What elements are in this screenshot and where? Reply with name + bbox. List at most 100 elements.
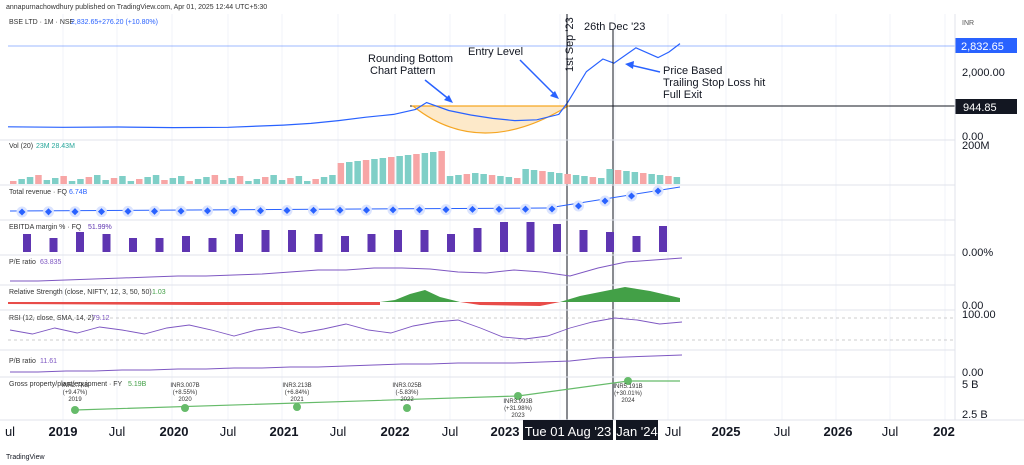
rsi-line — [9, 317, 683, 340]
revenue-point — [362, 206, 371, 214]
price-axis-label-2000: 2,000.00 — [962, 67, 1005, 79]
x-axis-label: Jul — [220, 424, 237, 439]
chart-pattern-label: Chart Pattern — [370, 65, 435, 77]
ebitda-bar — [632, 236, 641, 252]
gpe-line — [74, 380, 680, 411]
volume-bar — [673, 177, 681, 184]
revenue-point — [44, 208, 53, 216]
ebitda-bar — [288, 230, 296, 252]
annotation-arrows — [424, 59, 661, 101]
x-axis: ul 2019 Jul 2020 Jul 2021 Jul 2022 Jul 2023 Tue 01… — [5, 420, 955, 440]
gpe-point-change: (+6.84%) — [285, 390, 310, 396]
ebitda-bar — [447, 234, 455, 252]
volume-bar — [94, 175, 101, 184]
volume-bar — [312, 179, 319, 184]
revenue-point — [601, 197, 609, 205]
gpe-point-change: (+30.01%) — [614, 391, 642, 397]
volume-bar — [472, 173, 479, 184]
x-axis-label: Jan '24 — [616, 424, 658, 439]
revenue-point — [18, 208, 26, 216]
ebitda-bar — [420, 230, 429, 252]
change-readout: +276.20 (+10.80%) — [98, 19, 158, 26]
volume-bar — [329, 175, 336, 184]
volume-bar — [320, 177, 328, 184]
revenue-point — [230, 207, 238, 215]
volume-bar — [220, 180, 227, 184]
x-axis-label: 2023 — [491, 424, 520, 439]
x-axis-label: Jul — [665, 424, 682, 439]
volume-bar — [60, 176, 67, 184]
rounding-bottom-shape[interactable] — [411, 105, 571, 134]
volume-bar — [354, 161, 361, 184]
gpe-point-value: INR3.007B — [170, 383, 199, 389]
gpe-point-value: INR3.025B — [392, 383, 421, 389]
rs-area — [8, 287, 680, 306]
volume-readout: 23M 28.43M — [36, 143, 75, 150]
volume-bar — [404, 155, 412, 184]
price-readout: 2,832.65 — [71, 19, 98, 26]
entry-level-label: Entry Level — [468, 46, 523, 58]
revenue-point — [574, 202, 583, 210]
volume-bar — [194, 179, 202, 184]
date-label-dec-23: 26th Dec '23 — [584, 21, 645, 33]
rs-axis-label: 0.00 — [962, 300, 983, 312]
volume-bar — [556, 173, 563, 184]
gpe-point-year: 2020 — [178, 397, 192, 403]
gpe-value: 5.19B — [128, 381, 147, 388]
revenue-value: 6.74B — [69, 189, 88, 196]
volume-bar — [581, 176, 588, 184]
arrow-pattern — [424, 79, 451, 101]
ebitda-bar — [606, 232, 614, 252]
symbol-title[interactable]: BSE LTD · 1M · NSE — [9, 19, 75, 26]
x-axis-label: Jul — [774, 424, 791, 439]
pe-value: 63.835 — [40, 259, 62, 266]
volume-bar — [505, 177, 513, 184]
rsi-axis-label: 100.00 — [962, 309, 996, 321]
volume-bar — [446, 176, 454, 184]
rounding-bottom-label: Rounding Bottom — [368, 53, 453, 65]
gpe-point — [624, 377, 632, 385]
ebitda-bar — [500, 222, 508, 252]
volume-bar — [52, 178, 59, 184]
pb-axis-label: 0.00 — [962, 367, 983, 379]
rs-positive-area-1 — [8, 290, 460, 302]
volume-bar — [127, 181, 135, 184]
ebitda-bar — [553, 224, 561, 252]
pe-label: P/E ratio — [9, 259, 36, 266]
volume-bar — [18, 179, 25, 184]
revenue-point — [256, 207, 265, 215]
arrow-heads — [444, 61, 634, 103]
volume-bar — [421, 153, 429, 184]
volume-bar — [656, 175, 664, 184]
gpe-point-value: INR3.213B — [282, 383, 311, 389]
x-axis-label: 2022 — [381, 424, 410, 439]
volume-bar — [371, 159, 378, 184]
gpe-point-change: (-5.83%) — [395, 390, 418, 396]
ebitda-bar — [314, 234, 323, 252]
gpe-marks: INR2.7XB(+9.47%)2019INR3.007B(+8.55%)202… — [62, 377, 680, 419]
volume-bar — [564, 174, 571, 184]
exit-label-3: Full Exit — [663, 89, 702, 101]
rs-positive-area-2 — [560, 287, 680, 302]
x-axis-label: 2021 — [270, 424, 299, 439]
volume-bar — [455, 175, 462, 184]
volume-bar — [77, 179, 84, 184]
volume-bar — [665, 176, 672, 184]
gpe-point — [293, 403, 301, 411]
revenue-point — [627, 192, 636, 200]
rsi-value: 79.12 — [92, 315, 110, 322]
gpe-point-change: (+9.47%) — [63, 390, 88, 396]
volume-bar — [589, 177, 597, 184]
arrow-entry — [519, 59, 556, 96]
volume-bar — [396, 156, 403, 184]
x-axis-label: Jul — [330, 424, 347, 439]
volume-bar — [144, 177, 151, 184]
volume-bar — [362, 160, 370, 184]
pb-line — [10, 354, 683, 373]
x-axis-label: Jul — [882, 424, 899, 439]
ebitda-label: EBITDA margin % · FQ — [9, 224, 82, 231]
ebitda-bar — [261, 230, 270, 252]
volume-bar — [287, 178, 294, 184]
ebitda-bar — [659, 226, 667, 252]
